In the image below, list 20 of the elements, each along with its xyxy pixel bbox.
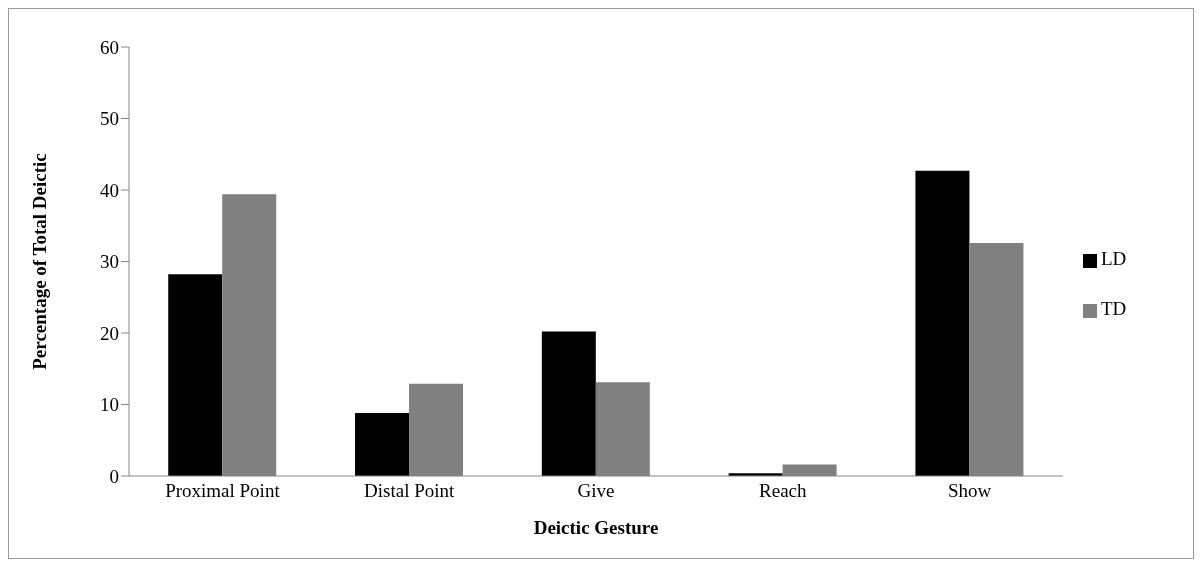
x-tick-label: Proximal Point xyxy=(165,480,281,502)
y-tick-label: 60 xyxy=(100,36,119,58)
x-axis-title: Deictic Gesture xyxy=(533,517,659,538)
y-tick-label: 30 xyxy=(100,251,119,273)
bar xyxy=(168,274,223,476)
legend-label: LD xyxy=(1101,247,1127,269)
y-tick-label: 10 xyxy=(100,394,119,416)
y-tick-label: 50 xyxy=(100,108,119,130)
y-tick-label: 20 xyxy=(100,322,119,344)
bar xyxy=(355,413,410,476)
legend-label: TD xyxy=(1101,297,1127,319)
y-axis-title: Percentage of Total Deictic xyxy=(28,153,50,370)
y-tick-label: 0 xyxy=(109,465,119,487)
y-tick-label: 40 xyxy=(100,179,119,201)
x-tick-label: Show xyxy=(947,480,992,502)
x-tick-label: Distal Point xyxy=(364,480,456,502)
bar xyxy=(915,170,970,476)
x-tick-label: Reach xyxy=(759,480,808,502)
x-tick-label: Give xyxy=(577,480,615,502)
bar xyxy=(541,331,596,476)
